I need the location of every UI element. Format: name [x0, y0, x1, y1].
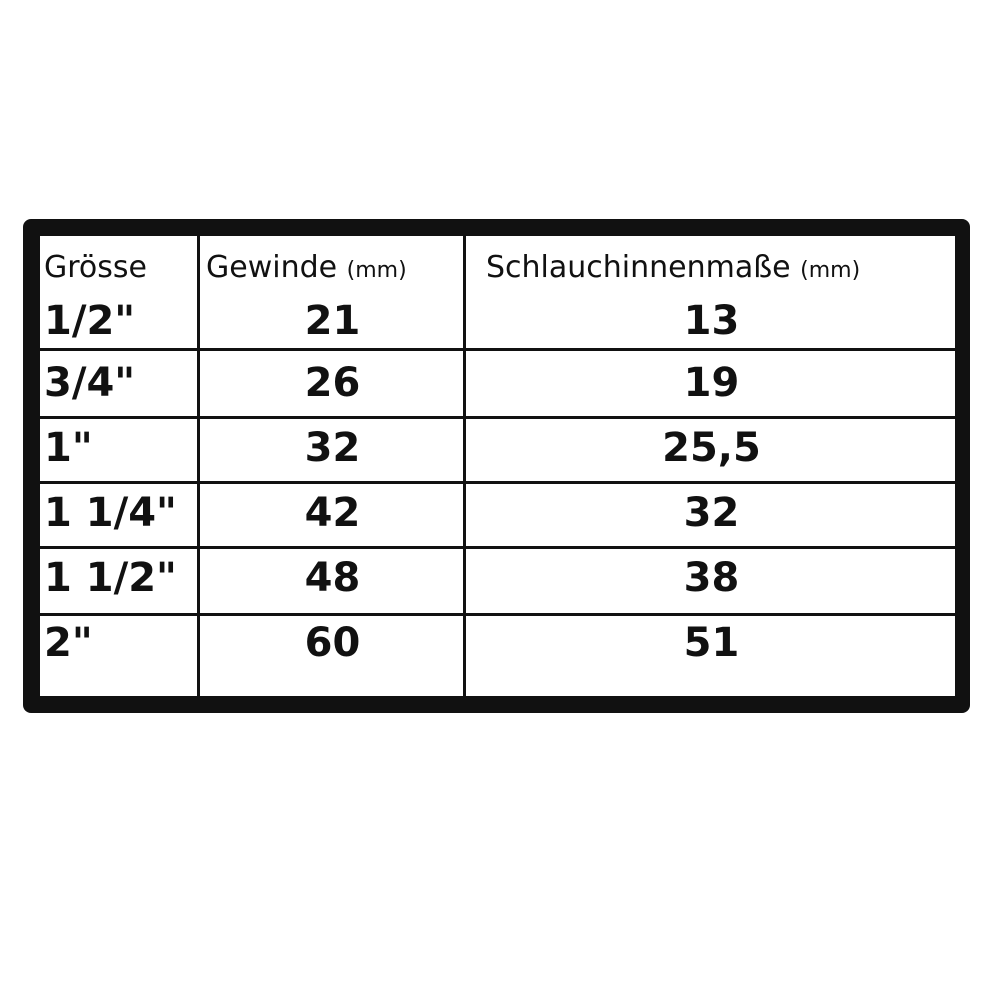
- header-unit: (mm): [800, 258, 861, 283]
- row-divider: [40, 481, 955, 484]
- cell-thread: 21: [304, 298, 361, 344]
- header-size: Grösse: [44, 250, 147, 285]
- cell-size: 2": [44, 620, 93, 666]
- row-divider: [40, 348, 955, 351]
- column-divider: [197, 236, 200, 696]
- row-divider: [40, 416, 955, 419]
- header-unit: (mm): [346, 258, 407, 283]
- header-hose: Schlauchinnenmaße (mm): [486, 250, 860, 285]
- cell-thread: 42: [304, 490, 361, 536]
- cell-size: 1": [44, 425, 93, 471]
- row-divider: [40, 613, 955, 616]
- row-divider: [40, 546, 955, 549]
- cell-size: 1 1/2": [44, 555, 177, 601]
- cell-size: 3/4": [44, 360, 136, 406]
- table-body: [40, 236, 955, 696]
- cell-thread: 26: [304, 360, 361, 406]
- cell-size: 1 1/4": [44, 490, 177, 536]
- column-divider: [463, 236, 466, 696]
- header-label: Grösse: [44, 250, 147, 285]
- cell-hose: 38: [683, 555, 740, 601]
- cell-hose: 25,5: [662, 425, 761, 471]
- cell-size: 1/2": [44, 298, 136, 344]
- header-label: Schlauchinnenmaße: [486, 250, 791, 285]
- header-thread: Gewinde (mm): [206, 250, 407, 285]
- cell-thread: 48: [304, 555, 361, 601]
- cell-thread: 60: [304, 620, 361, 666]
- cell-hose: 32: [683, 490, 740, 536]
- cell-hose: 13: [683, 298, 740, 344]
- cell-hose: 19: [683, 360, 740, 406]
- cell-hose: 51: [683, 620, 740, 666]
- header-label: Gewinde: [206, 250, 338, 285]
- cell-thread: 32: [304, 425, 361, 471]
